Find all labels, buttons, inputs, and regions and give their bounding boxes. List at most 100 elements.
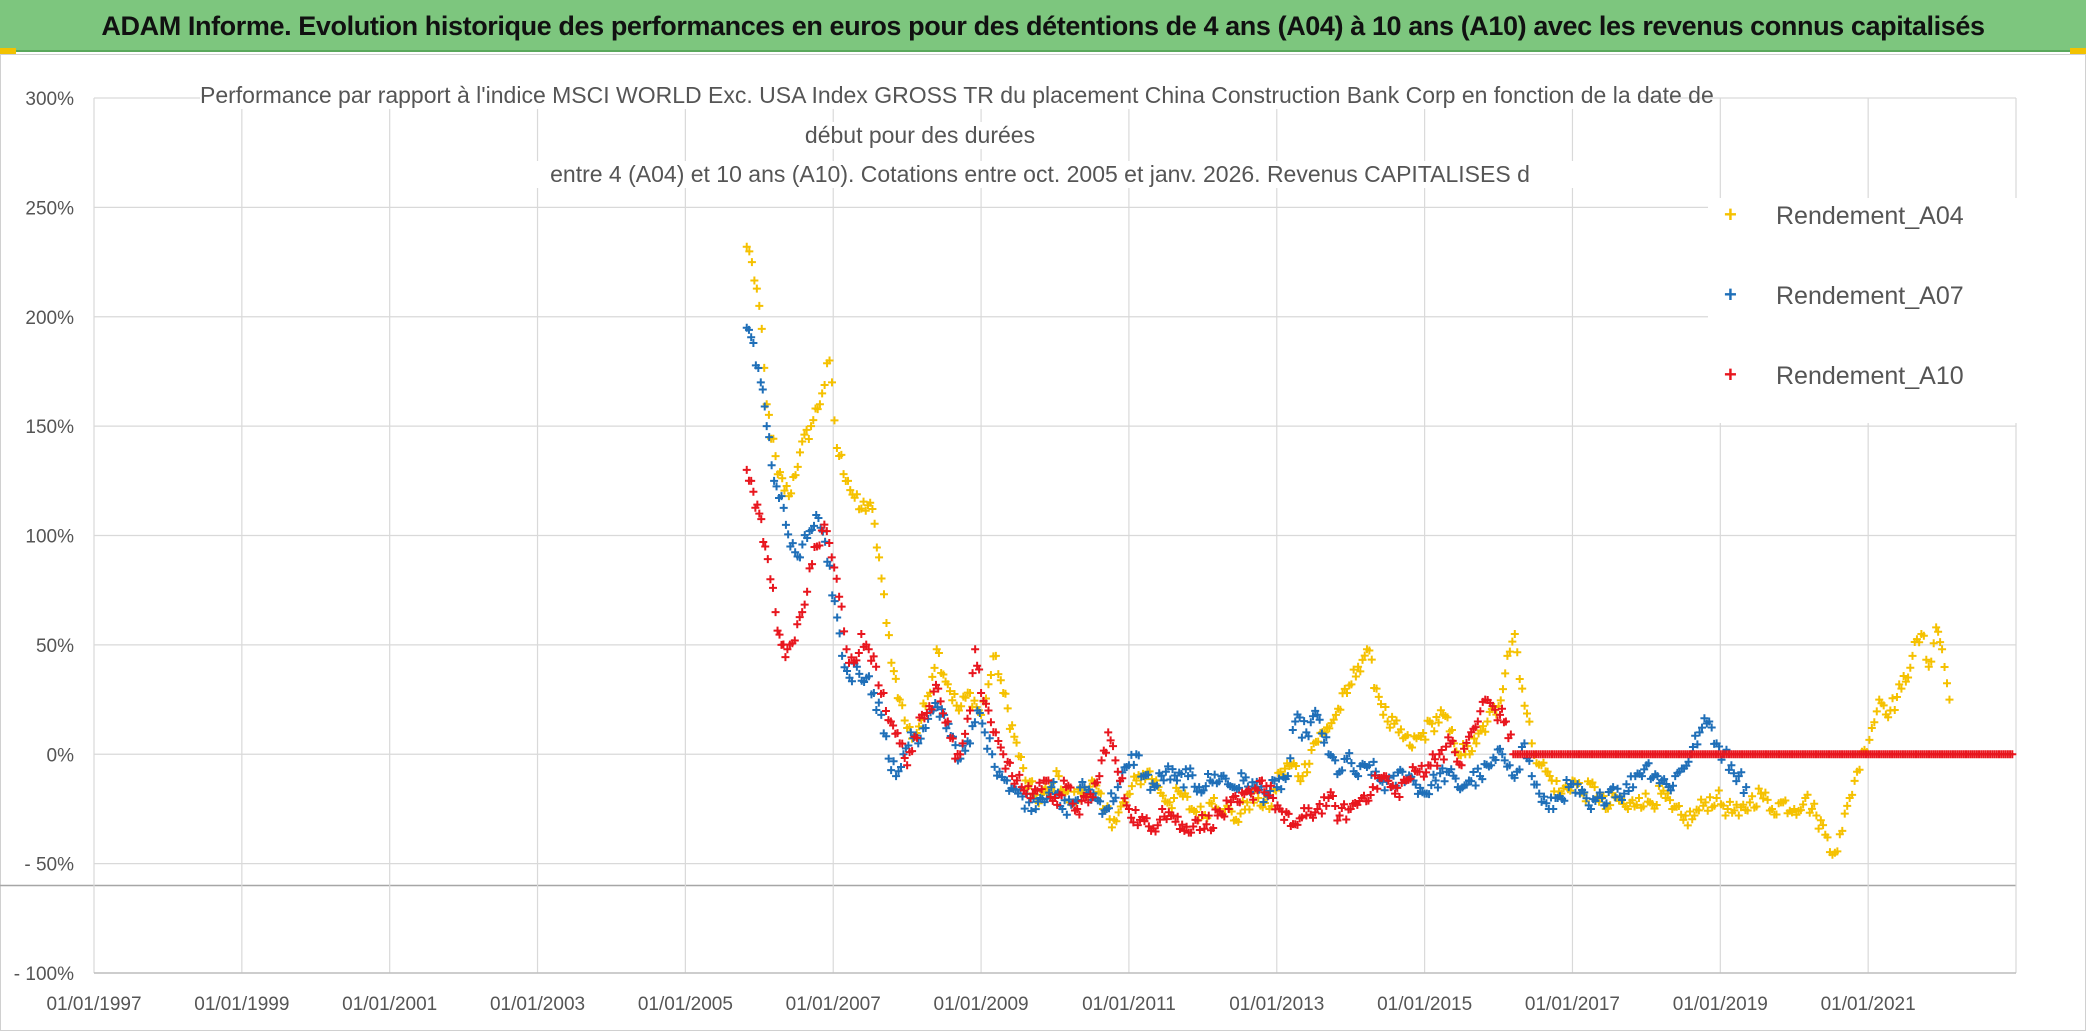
interp-point bbox=[1879, 701, 1888, 710]
interp-point bbox=[1369, 757, 1378, 766]
interp-point bbox=[1729, 769, 1738, 778]
interp-point bbox=[957, 702, 966, 711]
data-point bbox=[1723, 804, 1732, 813]
interp-point bbox=[1167, 804, 1176, 813]
data-point bbox=[1080, 783, 1089, 792]
interp-point bbox=[825, 539, 834, 548]
interp-point bbox=[1325, 724, 1334, 733]
data-point bbox=[1505, 761, 1514, 770]
legend-label-a10: Rendement_A10 bbox=[1776, 362, 1964, 390]
interp-point bbox=[990, 762, 999, 771]
interp-point bbox=[862, 640, 871, 649]
interp-point bbox=[1107, 823, 1116, 832]
interp-point bbox=[1497, 704, 1506, 713]
interp-point bbox=[1442, 742, 1451, 751]
interp-point bbox=[1241, 773, 1250, 782]
plus-marker-icon: + bbox=[1724, 362, 1737, 387]
interp-point bbox=[1803, 790, 1812, 799]
x-tick-label: 01/01/2011 bbox=[1082, 994, 1176, 1015]
interp-point bbox=[1915, 638, 1924, 647]
x-tick-label: 01/01/1997 bbox=[46, 994, 141, 1015]
data-point bbox=[1202, 820, 1211, 829]
interp-point bbox=[1919, 631, 1928, 640]
interp-point bbox=[1388, 712, 1397, 721]
interp-point bbox=[1611, 793, 1620, 802]
interp-point bbox=[1215, 777, 1224, 786]
data-point bbox=[1368, 783, 1377, 792]
data-point bbox=[1473, 717, 1482, 726]
data-point bbox=[1335, 811, 1344, 820]
interp-point bbox=[950, 690, 959, 699]
interp-point bbox=[1639, 802, 1648, 811]
interp-point bbox=[1439, 755, 1448, 764]
interp-point bbox=[1659, 786, 1668, 795]
interp-point bbox=[982, 699, 991, 708]
interp-point bbox=[996, 676, 1005, 685]
interp-point bbox=[1066, 783, 1075, 792]
data-point bbox=[1391, 789, 1400, 798]
interp-point bbox=[1501, 669, 1510, 678]
interp-point bbox=[986, 671, 995, 680]
interp-point bbox=[1035, 778, 1044, 787]
interp-point bbox=[1381, 703, 1390, 712]
data-point bbox=[1634, 794, 1643, 802]
report-title: ADAM Informe. Evolution historique des p… bbox=[101, 11, 1985, 41]
interp-point bbox=[827, 378, 836, 387]
data-point bbox=[1008, 772, 1017, 781]
interp-point bbox=[1796, 806, 1805, 815]
data-point bbox=[1132, 776, 1141, 785]
data-point bbox=[1734, 811, 1743, 820]
interp-point bbox=[961, 693, 970, 702]
interp-point bbox=[874, 681, 883, 690]
data-point bbox=[1812, 811, 1821, 820]
interp-point bbox=[937, 705, 946, 714]
interp-point bbox=[1151, 827, 1160, 836]
interp-point bbox=[1714, 786, 1723, 795]
interp-point bbox=[887, 658, 896, 667]
interp-point bbox=[898, 739, 907, 748]
interp-point bbox=[1430, 727, 1439, 736]
interp-point bbox=[1450, 748, 1459, 757]
interp-point bbox=[1068, 799, 1077, 808]
interp-point bbox=[828, 591, 837, 600]
interp-point bbox=[1456, 751, 1465, 760]
data-point bbox=[1838, 826, 1847, 835]
interp-point bbox=[1329, 715, 1338, 724]
interp-point bbox=[1888, 694, 1897, 703]
interp-point bbox=[1382, 772, 1391, 781]
data-point bbox=[755, 509, 764, 518]
interp-point bbox=[1652, 800, 1661, 809]
interp-point bbox=[1388, 781, 1397, 790]
data-point bbox=[1679, 815, 1688, 824]
interp-point bbox=[893, 729, 902, 738]
interp-point bbox=[1231, 791, 1240, 800]
interp-point bbox=[752, 284, 761, 293]
interp-point bbox=[1641, 789, 1650, 798]
data-point bbox=[1503, 651, 1512, 660]
interp-point bbox=[1396, 725, 1405, 734]
interp-point bbox=[847, 653, 856, 662]
interp-point bbox=[1259, 797, 1268, 806]
interp-point bbox=[781, 653, 790, 662]
interp-point bbox=[905, 722, 914, 731]
interp-point bbox=[929, 687, 938, 696]
interp-point bbox=[1588, 778, 1597, 787]
data-point bbox=[1113, 783, 1122, 792]
data-point bbox=[1343, 689, 1351, 697]
interp-point bbox=[975, 709, 984, 718]
y-tick-label: 250% bbox=[25, 198, 74, 219]
interp-point bbox=[1322, 733, 1331, 742]
interp-point bbox=[1462, 780, 1471, 789]
interp-point bbox=[1707, 723, 1716, 732]
data-point bbox=[761, 542, 770, 551]
interp-point bbox=[1427, 781, 1436, 790]
data-point bbox=[1690, 811, 1699, 820]
interp-point bbox=[1192, 787, 1201, 796]
y-tick-label: 150% bbox=[25, 417, 74, 438]
interp-point bbox=[900, 753, 909, 762]
x-tick-label: 01/01/2019 bbox=[1673, 994, 1768, 1015]
interp-point bbox=[830, 416, 839, 425]
grid-lines bbox=[0, 97, 2017, 974]
data-point bbox=[991, 651, 1000, 660]
data-point bbox=[1768, 804, 1777, 813]
